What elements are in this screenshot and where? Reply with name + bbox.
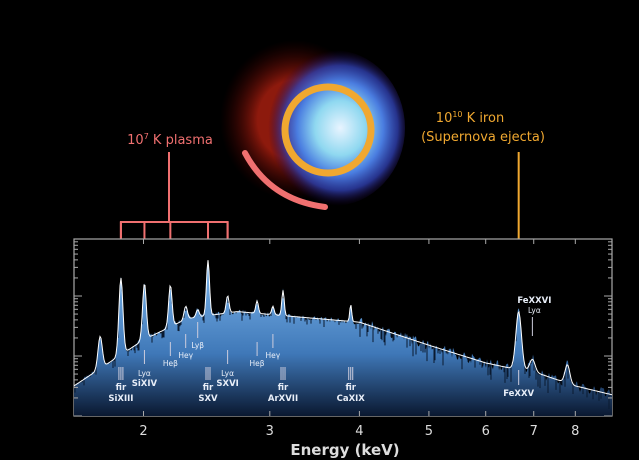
line-label: Heβ bbox=[163, 359, 178, 368]
line-label: SiXIII bbox=[108, 394, 133, 404]
iron-region-circle bbox=[281, 83, 375, 177]
line-label: Heγ bbox=[178, 351, 193, 360]
spectrum-residuals bbox=[74, 286, 610, 409]
supernova-remnant-image bbox=[220, 40, 405, 210]
model-line bbox=[74, 260, 612, 396]
line-labels: firSiXIIILyαSiXIVHeβHeγLyβfirSXVLyαSXVIH… bbox=[108, 296, 551, 404]
x-tick-label: 4 bbox=[355, 424, 363, 439]
x-tick-label: 5 bbox=[425, 424, 433, 439]
line-label: Lyα bbox=[528, 306, 541, 315]
line-label: SXV bbox=[198, 394, 218, 404]
line-label: ArXVII bbox=[268, 394, 298, 404]
line-label: SiXIV bbox=[132, 379, 158, 389]
x-tick-label: 7 bbox=[530, 424, 538, 439]
x-tick-label: 2 bbox=[139, 424, 147, 439]
line-label: CaXIX bbox=[337, 394, 366, 404]
line-label: FeXXV bbox=[503, 389, 534, 399]
plasma-label: 107 K plasma bbox=[127, 132, 213, 148]
plasma-bracket bbox=[119, 221, 229, 238]
line-label: Heγ bbox=[266, 351, 281, 360]
iron-label: 1010 K iron bbox=[436, 110, 504, 126]
line-label: fir bbox=[116, 383, 127, 393]
line-label: fir bbox=[278, 383, 289, 393]
line-label: SXVI bbox=[216, 379, 238, 389]
iron-label-line2: (Supernova ejecta) bbox=[421, 130, 545, 145]
x-tick-label: 6 bbox=[482, 424, 490, 439]
line-label: fir bbox=[203, 383, 214, 393]
line-label: Lyβ bbox=[191, 341, 204, 350]
y-axis-ticks bbox=[74, 241, 612, 417]
line-label: Heβ bbox=[250, 359, 265, 368]
x-tick-label: 8 bbox=[571, 424, 579, 439]
x-axis-ticks: 2 3 4 5 6 7 8 bbox=[139, 239, 579, 439]
line-label: fir bbox=[345, 383, 356, 393]
line-label: Lyα bbox=[221, 369, 234, 378]
x-axis-label: Energy (keV) bbox=[290, 441, 399, 459]
line-label: FeXXVI bbox=[517, 296, 551, 306]
plasma-region-arc bbox=[242, 150, 328, 210]
x-tick-label: 3 bbox=[266, 424, 274, 439]
line-label: Lyα bbox=[138, 369, 151, 378]
spectrum-area bbox=[74, 259, 612, 416]
